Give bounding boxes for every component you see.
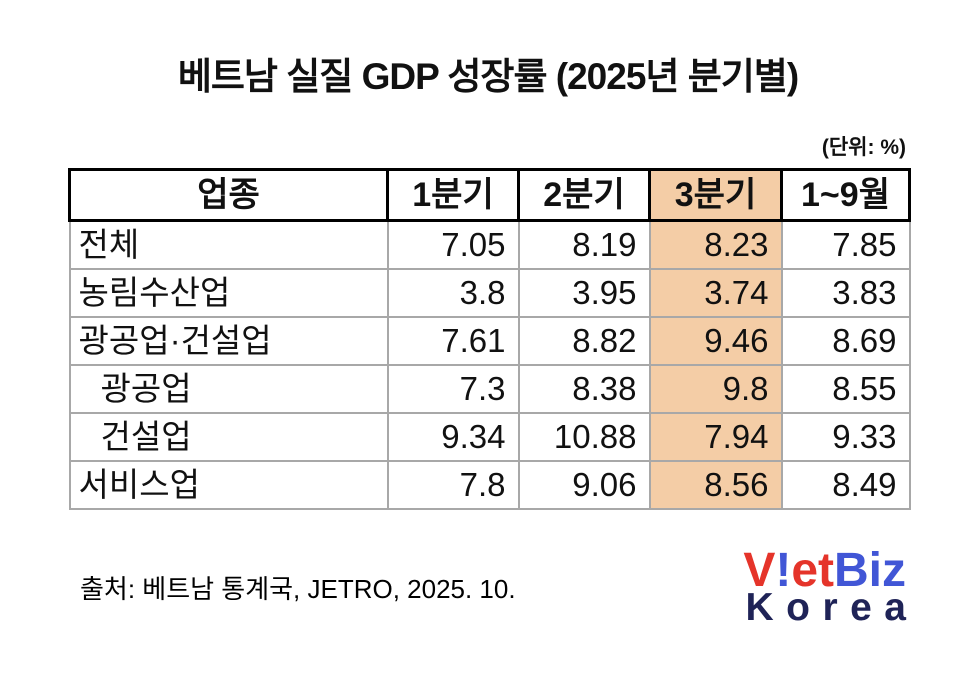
value-cell-highlighted: 9.8 xyxy=(648,363,783,414)
logo-exclamation-text: ! xyxy=(775,544,792,598)
value-cell: 9.06 xyxy=(517,459,651,510)
row-label: 전체 xyxy=(68,219,389,270)
value-cell-highlighted: 8.56 xyxy=(648,459,783,510)
footer: 출처: 베트남 통계국, JETRO, 2025. 10. V!etBiz Ko… xyxy=(68,536,908,640)
column-header-q1: 1분기 xyxy=(386,168,520,222)
value-cell: 3.8 xyxy=(386,267,520,318)
column-header-q2: 2분기 xyxy=(517,168,651,222)
table-row-mining-manufacturing: 광공업 7.3 8.38 9.8 8.55 xyxy=(68,363,911,414)
logo-et-text: et xyxy=(791,544,834,598)
value-cell: 7.3 xyxy=(386,363,520,414)
table-row-services: 서비스업 7.8 9.06 8.56 8.49 xyxy=(68,459,911,510)
unit-label: (단위: %) xyxy=(821,136,906,159)
logo-biz-text: Biz xyxy=(834,544,906,598)
value-cell-highlighted: 8.23 xyxy=(648,219,783,270)
value-cell: 8.38 xyxy=(517,363,651,414)
row-label: 광공업·건설업 xyxy=(68,315,389,366)
row-label: 농림수산업 xyxy=(68,267,389,318)
source-text: 출처: 베트남 통계국, JETRO, 2025. 10. xyxy=(80,574,516,604)
value-cell: 7.61 xyxy=(386,315,520,366)
table-row-total: 전체 7.05 8.19 8.23 7.85 xyxy=(68,219,911,270)
logo-line1: V!etBiz xyxy=(743,547,906,595)
value-cell: 8.82 xyxy=(517,315,651,366)
value-cell: 9.33 xyxy=(780,411,911,462)
value-cell: 3.95 xyxy=(517,267,651,318)
vietbiz-korea-logo: V!etBiz Korea xyxy=(743,547,908,627)
value-cell: 10.88 xyxy=(517,411,651,462)
row-label-indented: 건설업 xyxy=(68,411,389,462)
row-label-indented: 광공업 xyxy=(68,363,389,414)
table-header: 업종 1분기 2분기 3분기 1~9월 xyxy=(68,168,911,222)
table-row-agriculture: 농림수산업 3.8 3.95 3.74 3.83 xyxy=(68,267,911,318)
table-row-construction: 건설업 9.34 10.88 7.94 9.33 xyxy=(68,411,911,462)
column-header-q3-highlighted: 3분기 xyxy=(648,168,783,222)
value-cell: 7.05 xyxy=(386,219,520,270)
page-title: 베트남 실질 GDP 성장률 (2025년 분기별) xyxy=(177,56,799,97)
value-cell: 8.55 xyxy=(780,363,911,414)
value-cell-highlighted: 3.74 xyxy=(648,267,783,318)
value-cell: 3.83 xyxy=(780,267,911,318)
table-row-industry-construction: 광공업·건설업 7.61 8.82 9.46 8.69 xyxy=(68,315,911,366)
logo-korea-text: Korea xyxy=(745,585,919,629)
header-row: 업종 1분기 2분기 3분기 1~9월 xyxy=(68,168,911,222)
value-cell: 8.19 xyxy=(517,219,651,270)
logo-v-text: V xyxy=(743,544,776,598)
value-cell: 9.34 xyxy=(386,411,520,462)
value-cell: 7.85 xyxy=(780,219,911,270)
value-cell-highlighted: 7.94 xyxy=(648,411,783,462)
table-body: 전체 7.05 8.19 8.23 7.85 농림수산업 3.8 3.95 3.… xyxy=(68,219,911,510)
gdp-table: 업종 1분기 2분기 3분기 1~9월 전체 7.05 8.19 8.23 7.… xyxy=(68,168,911,510)
column-header-industry: 업종 xyxy=(68,168,389,222)
value-cell: 7.8 xyxy=(386,459,520,510)
infographic-page: 베트남 실질 GDP 성장률 (2025년 분기별) (단위: %) 업종 1분… xyxy=(68,0,911,640)
value-cell: 8.49 xyxy=(780,459,911,510)
value-cell-highlighted: 9.46 xyxy=(648,315,783,366)
value-cell: 8.69 xyxy=(780,315,911,366)
column-header-jan-sep: 1~9월 xyxy=(780,168,911,222)
row-label: 서비스업 xyxy=(68,459,389,510)
